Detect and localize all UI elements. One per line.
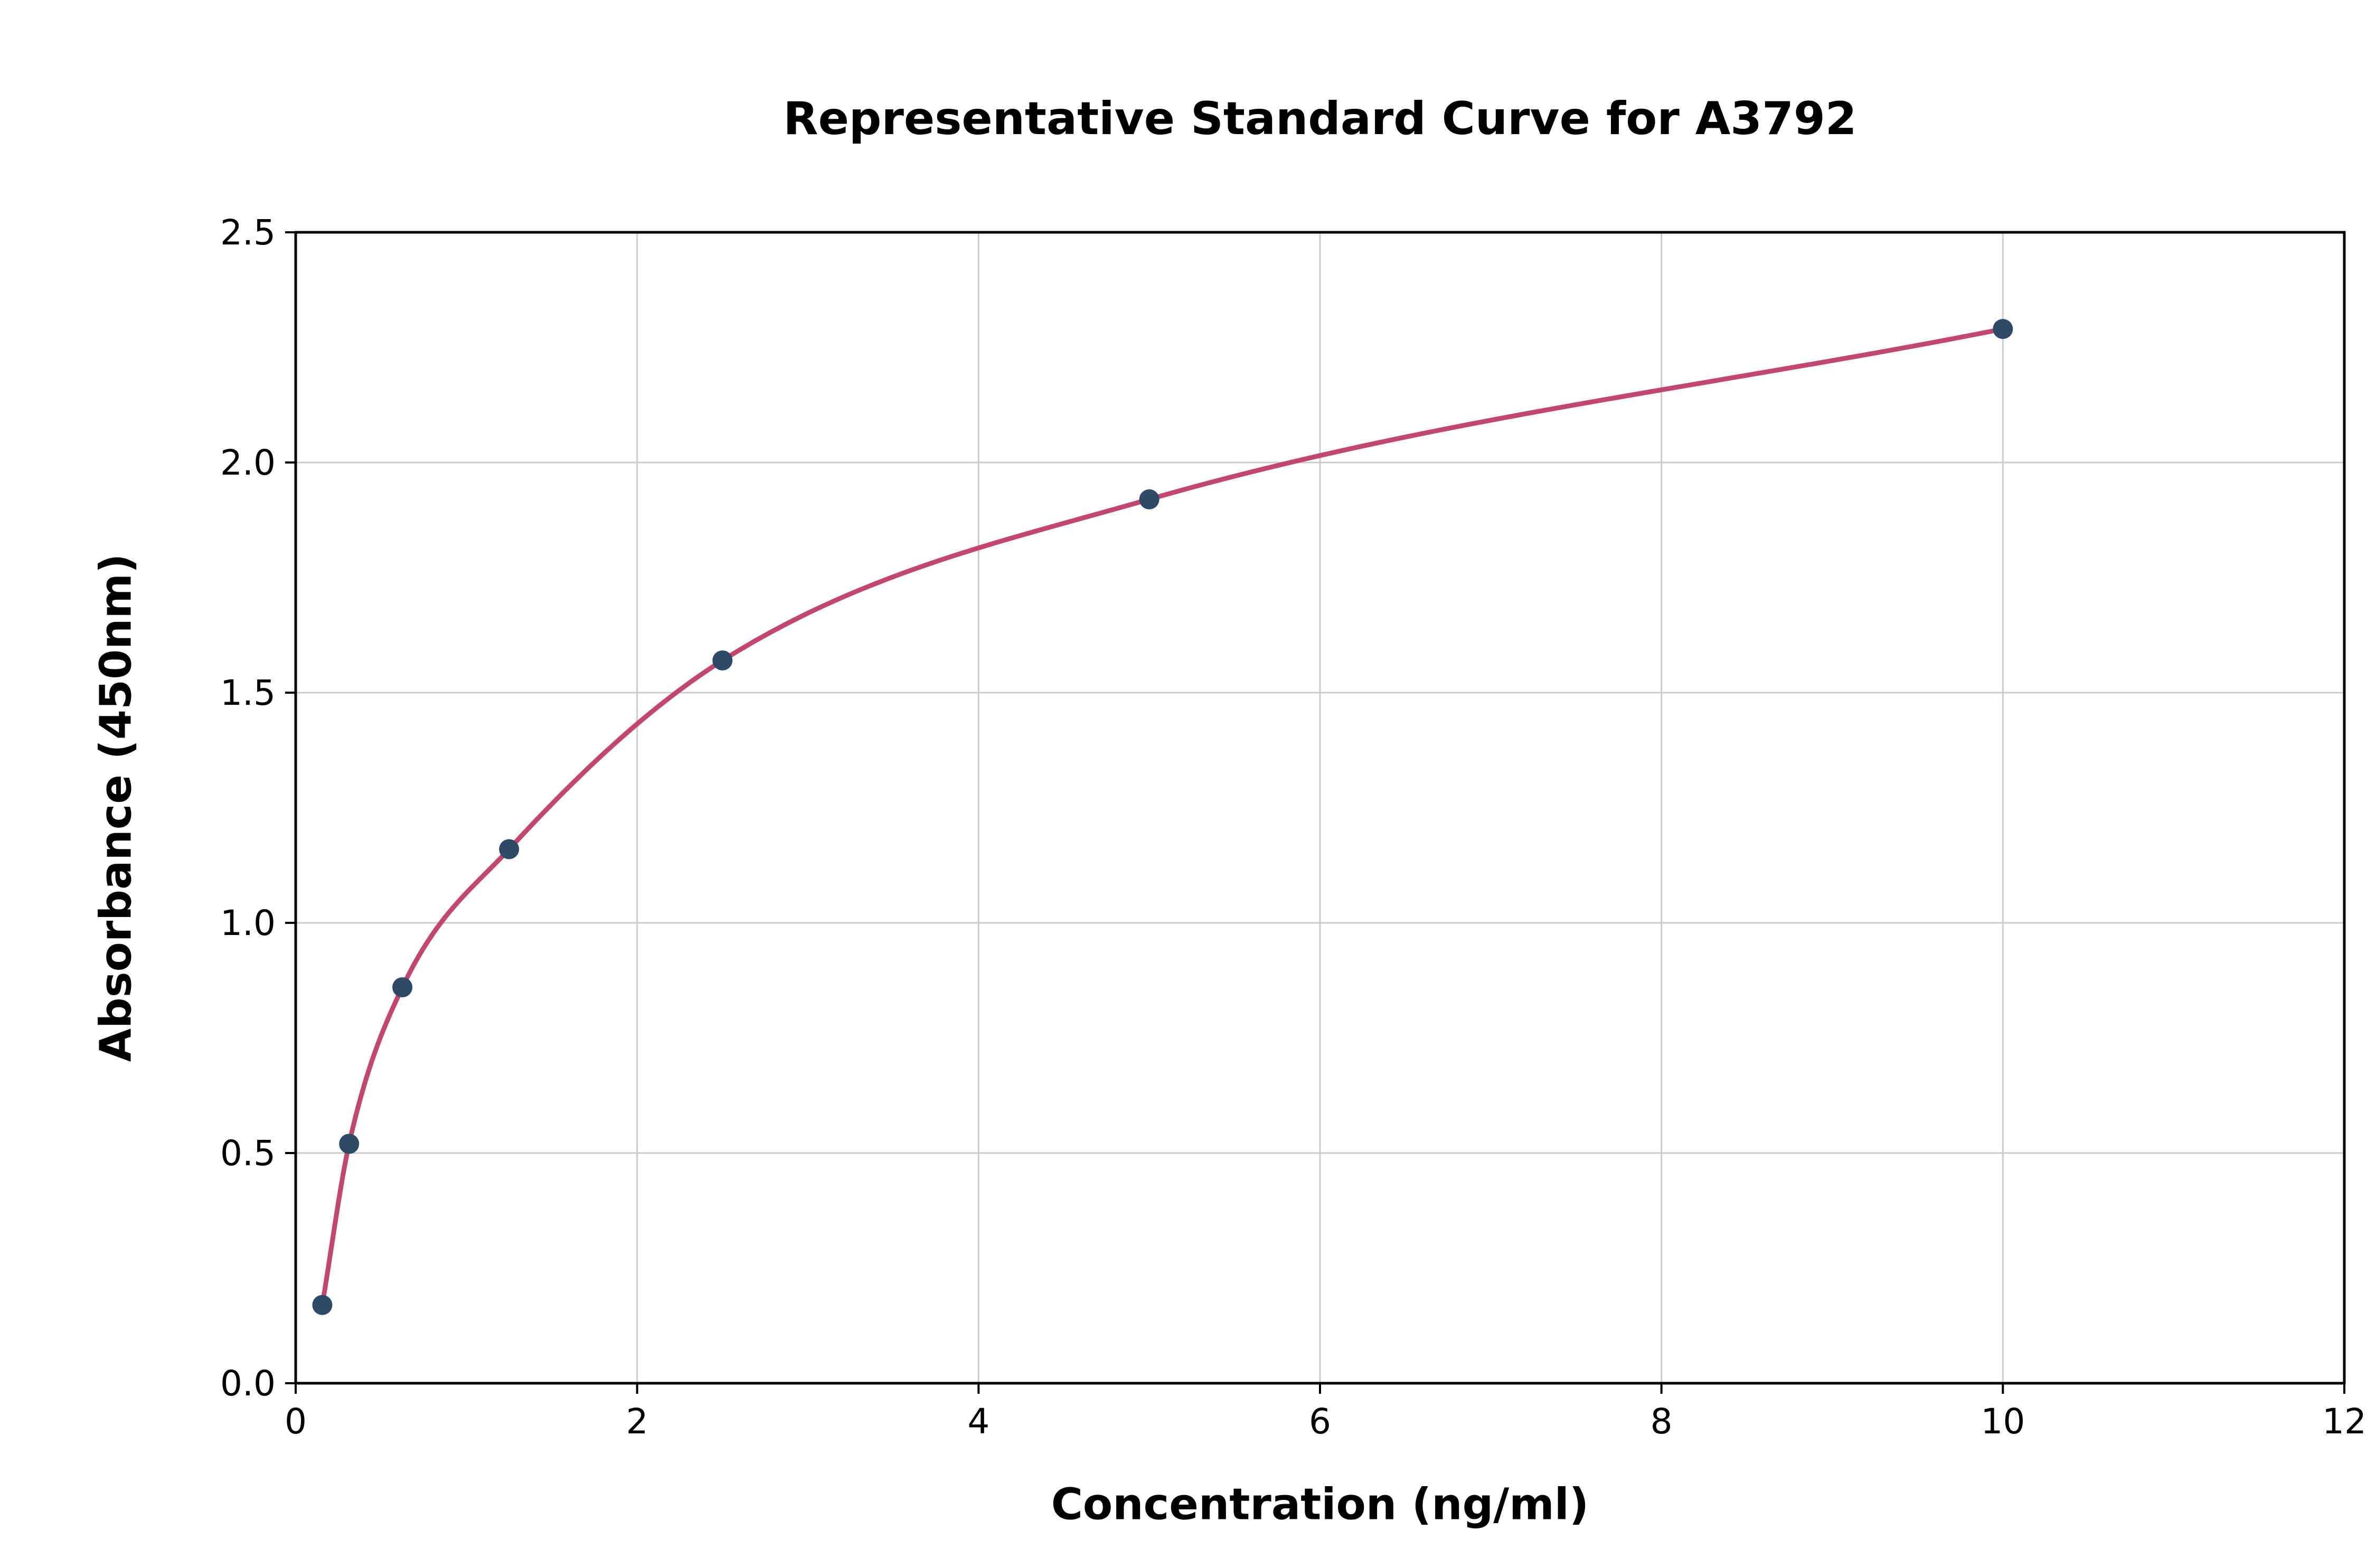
y-tick-label: 0.0 xyxy=(220,1363,276,1404)
data-point xyxy=(499,839,520,859)
x-tick-label: 12 xyxy=(2322,1401,2366,1442)
x-tick-label: 0 xyxy=(285,1401,307,1442)
fitted-curve xyxy=(319,326,2005,1308)
x-tick-label: 4 xyxy=(967,1401,989,1442)
y-tick-label: 2.5 xyxy=(220,212,276,253)
data-point xyxy=(312,1295,333,1315)
y-tick-label: 2.0 xyxy=(220,442,276,483)
data-point xyxy=(392,977,413,998)
data-points xyxy=(312,319,2013,1315)
data-point xyxy=(339,1134,360,1154)
x-axis-label: Concentration (ng/ml) xyxy=(1051,1479,1589,1530)
y-tick-label: 1.0 xyxy=(220,903,276,943)
y-tick-label: 1.5 xyxy=(220,673,276,713)
x-tick-label: 2 xyxy=(626,1401,648,1442)
data-point xyxy=(1139,489,1159,509)
grid-lines xyxy=(295,231,2345,1384)
axis-ticks-and-labels: 0 2 4 6 8 10 12 0.0 0.5 1.0 1.5 2.0 2.5 xyxy=(220,212,2366,1442)
x-tick-label: 8 xyxy=(1651,1401,1673,1442)
x-tick-label: 6 xyxy=(1309,1401,1331,1442)
data-point xyxy=(712,650,733,670)
y-tick-label: 0.5 xyxy=(220,1133,276,1174)
data-point xyxy=(1993,319,2013,339)
chart-title: Representative Standard Curve for A3792 xyxy=(783,92,1857,145)
x-tick-label: 10 xyxy=(1981,1401,2025,1442)
